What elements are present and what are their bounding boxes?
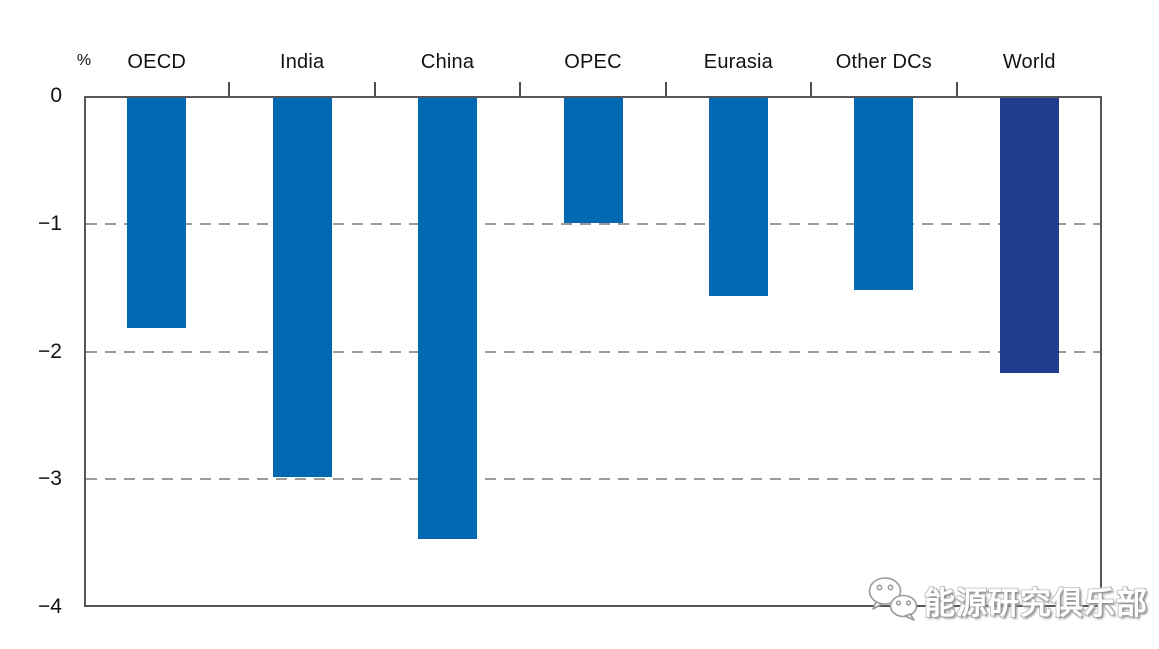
bar-eurasia bbox=[708, 98, 768, 296]
category-boundary-tick bbox=[664, 82, 667, 96]
category-boundary-tick bbox=[373, 82, 376, 96]
category-label-eurasia: Eurasia bbox=[703, 51, 774, 73]
bar-opec bbox=[563, 98, 623, 224]
y-tick-label--2: −2 bbox=[38, 339, 62, 363]
watermark: 能源研究俱乐部 bbox=[866, 574, 1148, 626]
bar-india bbox=[272, 98, 332, 478]
category-boundary-tick bbox=[955, 82, 958, 96]
category-boundary-tick bbox=[228, 82, 231, 96]
y-tick-label--4: −4 bbox=[38, 595, 62, 618]
category-boundary-tick bbox=[810, 82, 813, 96]
wechat-icon bbox=[868, 577, 918, 621]
category-label-india: India bbox=[279, 51, 325, 73]
gridline--1 bbox=[86, 222, 1100, 225]
y-tick-label-0: 0 bbox=[50, 84, 62, 107]
category-label-oecd: OECD bbox=[127, 51, 186, 73]
y-tick-label--1: −1 bbox=[38, 211, 62, 235]
y-axis-unit-label: % bbox=[76, 52, 92, 69]
watermark-text: 能源研究俱乐部 bbox=[924, 585, 1148, 621]
gridline--3 bbox=[86, 478, 1100, 481]
bar-china bbox=[418, 98, 478, 539]
category-label-other-dcs: Other DCs bbox=[835, 51, 932, 73]
category-label-world: World bbox=[1002, 51, 1056, 73]
bar-oecd bbox=[127, 98, 187, 328]
category-label-china: China bbox=[420, 51, 475, 73]
bar-world bbox=[999, 98, 1059, 373]
y-tick-label--3: −3 bbox=[38, 467, 62, 491]
category-boundary-tick bbox=[519, 82, 522, 96]
plot-area bbox=[84, 96, 1102, 607]
bar-other-dcs bbox=[854, 98, 914, 290]
gridline--2 bbox=[86, 350, 1100, 353]
category-label-opec: OPEC bbox=[564, 51, 622, 73]
